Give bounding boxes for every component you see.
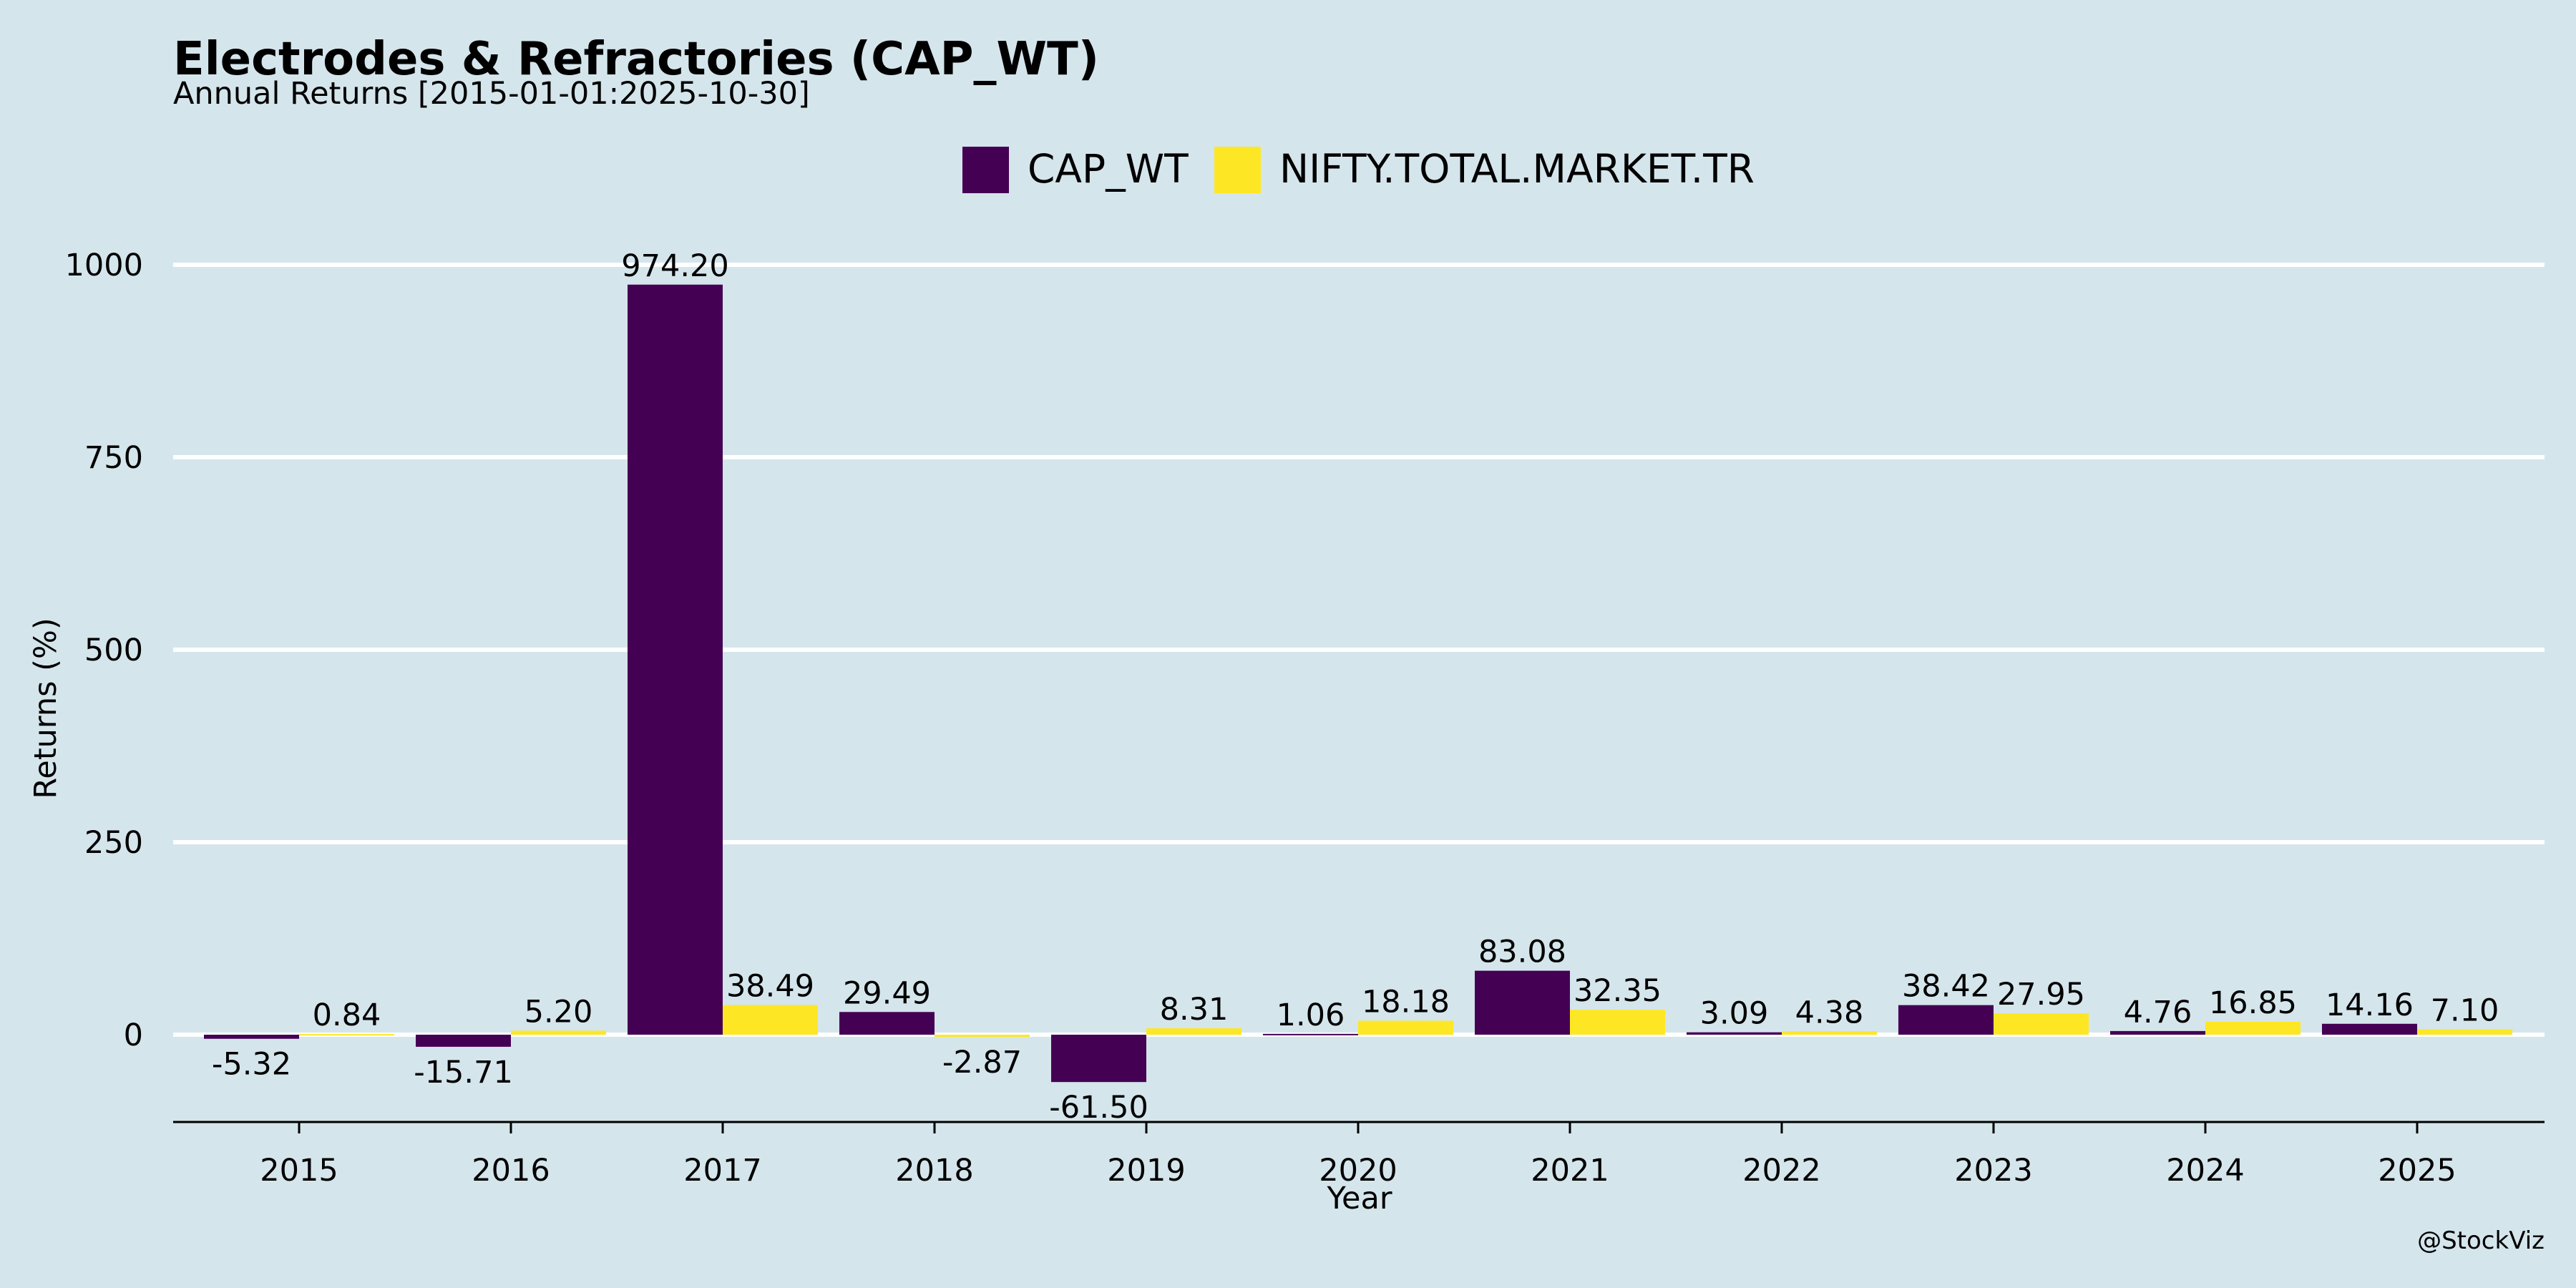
data-label-nifty-2025: 7.10 xyxy=(2431,992,2499,1028)
data-label-nifty-2018: -2.87 xyxy=(942,1045,1022,1080)
bar-nifty-2023 xyxy=(1994,1013,2089,1035)
x-tick-label-2020: 2020 xyxy=(1319,1153,1397,1189)
data-label-cap-wt-2020: 1.06 xyxy=(1277,997,1345,1033)
x-tick-label-2022: 2022 xyxy=(1742,1153,1820,1189)
x-tick-label-2021: 2021 xyxy=(1531,1153,1609,1189)
y-tick-label-500: 500 xyxy=(84,633,143,668)
bar-cap-wt-2015 xyxy=(204,1035,299,1039)
x-tick-label-2016: 2016 xyxy=(472,1153,550,1189)
bar-nifty-2021 xyxy=(1570,1010,1665,1035)
legend: CAP_WT NIFTY.TOTAL.MARKET.TR xyxy=(962,146,1755,193)
x-tick-label-2018: 2018 xyxy=(895,1153,973,1189)
data-label-nifty-2015: 0.84 xyxy=(313,997,381,1033)
bar-cap-wt-2019 xyxy=(1051,1035,1146,1083)
chart-subtitle: Annual Returns [2015-01-01:2025-10-30] xyxy=(173,76,810,112)
y-axis-ticks: 0 250 500 750 1000 xyxy=(65,248,143,1053)
data-label-cap-wt-2019: -61.50 xyxy=(1049,1090,1148,1126)
x-axis-label: Year xyxy=(1326,1181,1392,1216)
bars xyxy=(204,284,2512,1083)
data-labels: -5.32 0.84 -15.71 5.20 974.20 38.49 29.49 -2.87… xyxy=(212,248,2499,1126)
data-label-cap-wt-2023: 38.42 xyxy=(1902,969,1990,1005)
data-label-nifty-2021: 32.35 xyxy=(1574,973,1662,1009)
y-tick-label-1000: 1000 xyxy=(65,248,143,283)
data-label-cap-wt-2024: 4.76 xyxy=(2124,995,2192,1030)
y-tick-label-0: 0 xyxy=(124,1018,143,1053)
bar-nifty-2020 xyxy=(1358,1020,1453,1035)
bar-cap-wt-2021 xyxy=(1475,970,1570,1035)
bar-cap-wt-2024 xyxy=(2110,1030,2205,1035)
bar-cap-wt-2020 xyxy=(1263,1033,1358,1035)
legend-swatch-cap-wt xyxy=(962,147,1009,193)
data-label-nifty-2017: 38.49 xyxy=(726,969,814,1005)
legend-label-cap-wt: CAP_WT xyxy=(1028,146,1189,192)
legend-label-nifty: NIFTY.TOTAL.MARKET.TR xyxy=(1279,146,1755,192)
data-label-cap-wt-2017: 974.20 xyxy=(621,248,728,284)
bar-nifty-2022 xyxy=(1782,1031,1877,1035)
x-axis: 2015 2016 2017 2018 2019 2020 2021 2022 2023 2024… xyxy=(173,1121,2545,1189)
y-axis-label: Returns (%) xyxy=(28,618,64,799)
data-label-cap-wt-2018: 29.49 xyxy=(843,975,931,1011)
bar-nifty-2016 xyxy=(511,1030,606,1035)
x-tick-label-2023: 2023 xyxy=(1954,1153,2032,1189)
x-tick-label-2019: 2019 xyxy=(1107,1153,1185,1189)
data-label-cap-wt-2021: 83.08 xyxy=(1478,935,1566,970)
bar-cap-wt-2017 xyxy=(628,284,723,1035)
data-label-nifty-2020: 18.18 xyxy=(1362,984,1450,1020)
data-label-cap-wt-2022: 3.09 xyxy=(1700,996,1769,1032)
chart-title: Electrodes & Refractories (CAP_WT) xyxy=(173,33,1099,86)
y-tick-label-250: 250 xyxy=(84,825,143,861)
bar-nifty-2025 xyxy=(2417,1029,2512,1035)
bar-nifty-2019 xyxy=(1146,1028,1241,1035)
x-tick-label-2025: 2025 xyxy=(2378,1153,2456,1189)
x-tick-label-2015: 2015 xyxy=(260,1153,338,1189)
data-label-nifty-2024: 16.85 xyxy=(2209,985,2297,1021)
data-label-nifty-2019: 8.31 xyxy=(1160,992,1229,1028)
gridlines xyxy=(173,263,2545,1037)
y-tick-label-750: 750 xyxy=(84,440,143,476)
credit-text: @StockViz xyxy=(2417,1226,2545,1255)
legend-swatch-nifty xyxy=(1214,147,1261,193)
data-label-cap-wt-2015: -5.32 xyxy=(212,1047,291,1083)
bar-nifty-2024 xyxy=(2205,1021,2301,1035)
bar-cap-wt-2022 xyxy=(1687,1032,1782,1035)
bar-cap-wt-2023 xyxy=(1898,1005,1994,1035)
data-label-cap-wt-2025: 14.16 xyxy=(2326,987,2414,1023)
data-label-cap-wt-2016: -15.71 xyxy=(414,1055,513,1091)
bar-nifty-2015 xyxy=(299,1034,394,1036)
data-label-nifty-2016: 5.20 xyxy=(525,994,593,1030)
bar-cap-wt-2016 xyxy=(416,1035,511,1047)
bar-cap-wt-2025 xyxy=(2322,1023,2417,1035)
bar-nifty-2017 xyxy=(723,1005,818,1035)
data-label-nifty-2022: 4.38 xyxy=(1795,995,1864,1030)
x-tick-label-2017: 2017 xyxy=(683,1153,761,1189)
x-tick-label-2024: 2024 xyxy=(2166,1153,2244,1189)
data-label-nifty-2023: 27.95 xyxy=(1997,977,2085,1013)
bar-cap-wt-2018 xyxy=(839,1012,935,1035)
bar-nifty-2018 xyxy=(935,1035,1030,1038)
